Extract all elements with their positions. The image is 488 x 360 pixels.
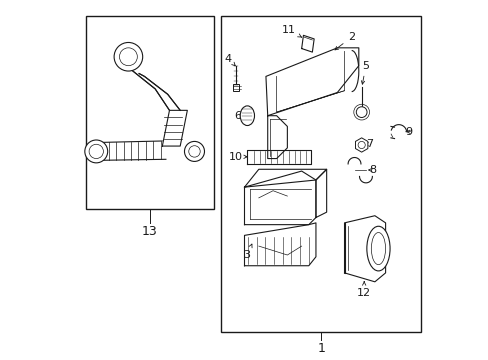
Circle shape bbox=[84, 140, 107, 163]
Polygon shape bbox=[244, 171, 315, 225]
Bar bbox=[233, 84, 238, 91]
Circle shape bbox=[89, 144, 103, 158]
Polygon shape bbox=[162, 111, 187, 146]
Polygon shape bbox=[121, 64, 180, 111]
Circle shape bbox=[188, 146, 200, 157]
Polygon shape bbox=[315, 169, 326, 217]
Circle shape bbox=[119, 48, 137, 66]
Polygon shape bbox=[301, 35, 313, 52]
Bar bbox=[85, 16, 214, 208]
Bar bbox=[221, 16, 421, 332]
Text: 4: 4 bbox=[224, 54, 235, 66]
Text: 6: 6 bbox=[233, 111, 244, 121]
Text: 3: 3 bbox=[243, 244, 251, 260]
Text: 7: 7 bbox=[365, 139, 372, 149]
Ellipse shape bbox=[240, 106, 254, 126]
Polygon shape bbox=[244, 169, 326, 187]
Text: 13: 13 bbox=[142, 225, 158, 238]
Text: 12: 12 bbox=[356, 282, 370, 297]
Circle shape bbox=[114, 42, 142, 71]
Text: 10: 10 bbox=[228, 152, 246, 162]
Text: 11: 11 bbox=[282, 25, 301, 37]
Circle shape bbox=[184, 141, 204, 161]
Circle shape bbox=[356, 107, 366, 117]
Polygon shape bbox=[267, 116, 287, 158]
Polygon shape bbox=[247, 150, 310, 164]
Ellipse shape bbox=[370, 233, 385, 265]
Text: 1: 1 bbox=[317, 342, 325, 355]
Polygon shape bbox=[265, 48, 358, 116]
Text: 9: 9 bbox=[405, 127, 411, 137]
Text: 8: 8 bbox=[368, 165, 375, 175]
Polygon shape bbox=[344, 216, 385, 282]
Ellipse shape bbox=[366, 226, 389, 271]
Polygon shape bbox=[244, 223, 315, 266]
Text: 2: 2 bbox=[334, 32, 354, 50]
Circle shape bbox=[357, 141, 365, 149]
Text: 5: 5 bbox=[361, 61, 369, 84]
